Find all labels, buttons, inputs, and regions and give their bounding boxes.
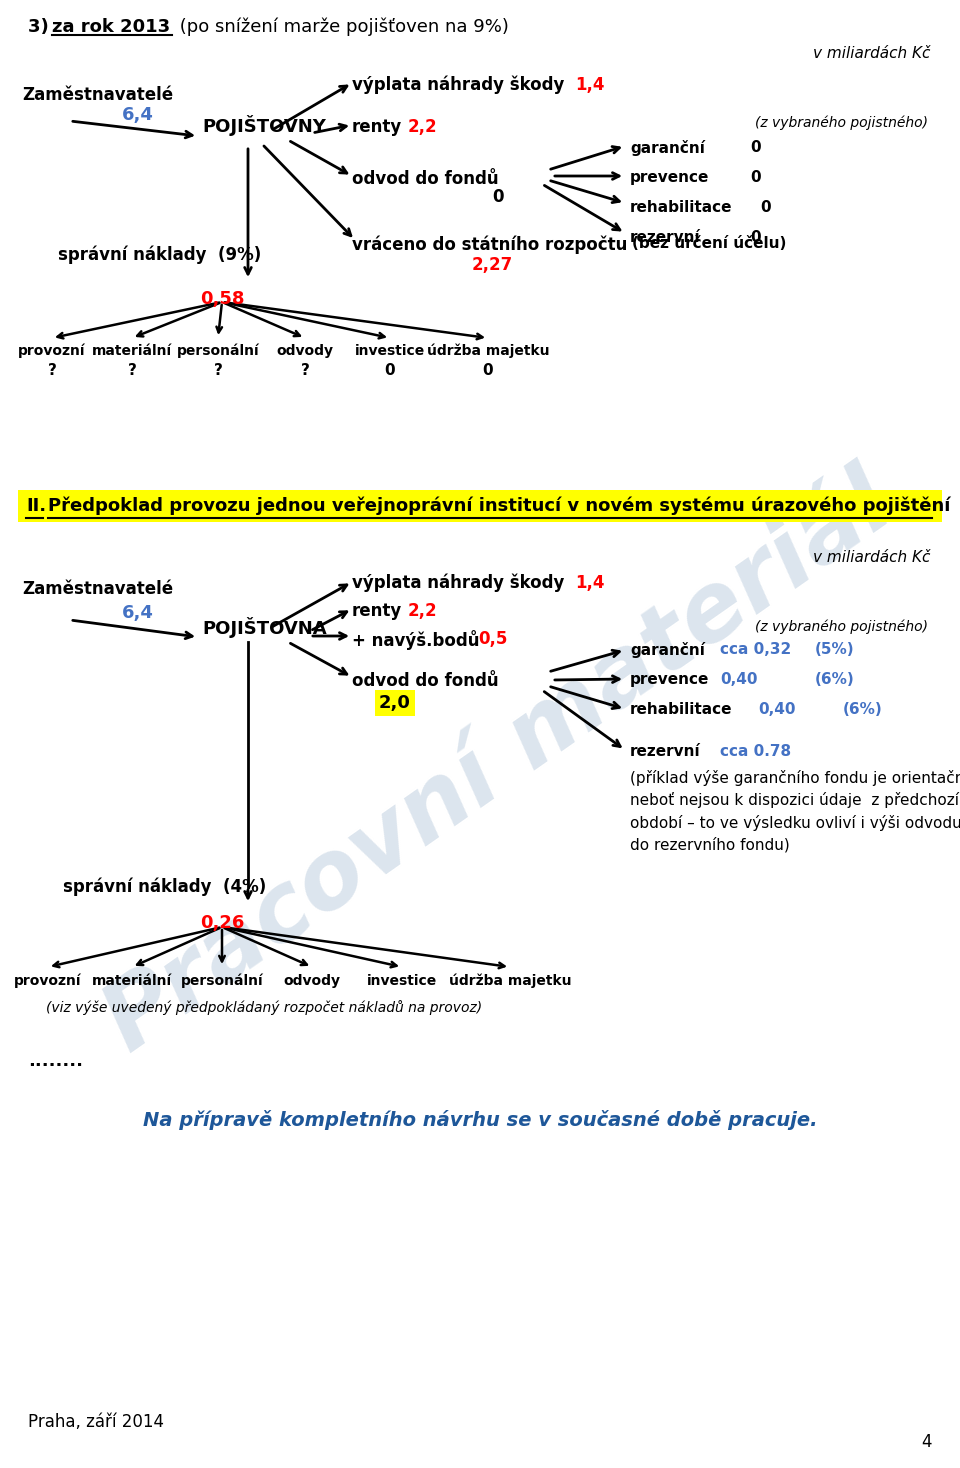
Text: 0: 0	[483, 363, 493, 377]
Text: správní náklady  (4%): správní náklady (4%)	[63, 876, 267, 895]
Text: cca 0,32: cca 0,32	[720, 642, 791, 658]
Text: odvody: odvody	[276, 344, 333, 358]
Text: v miliardách Kč: v miliardách Kč	[812, 550, 930, 565]
Text: 0,40: 0,40	[720, 672, 757, 687]
Text: prevence: prevence	[630, 170, 709, 185]
Text: 0,40: 0,40	[758, 702, 796, 716]
Text: 4: 4	[922, 1433, 932, 1450]
Text: 6,4: 6,4	[122, 106, 154, 123]
Text: (5%): (5%)	[815, 642, 854, 658]
Text: (6%): (6%)	[843, 702, 883, 716]
Text: (viz výše uvedený předpokládaný rozpočet nákladů na provoz): (viz výše uvedený předpokládaný rozpočet…	[46, 1000, 482, 1014]
Text: 0: 0	[760, 200, 771, 214]
Text: investice: investice	[355, 344, 425, 358]
Text: garanční: garanční	[630, 139, 705, 156]
Text: (z vybraného pojistného): (z vybraného pojistného)	[755, 116, 928, 131]
Text: rezervní: rezervní	[630, 230, 701, 245]
Text: v miliardách Kč: v miliardách Kč	[812, 46, 930, 62]
Text: 0: 0	[385, 363, 396, 377]
Text: 0,5: 0,5	[478, 630, 508, 647]
Text: garanční: garanční	[630, 642, 705, 658]
Text: údržba majetku: údržba majetku	[427, 344, 549, 358]
Text: 0: 0	[750, 139, 760, 156]
Text: 0,58: 0,58	[200, 291, 244, 308]
FancyBboxPatch shape	[18, 490, 942, 523]
Text: Zaměstnavatelé: Zaměstnavatelé	[22, 87, 173, 104]
Text: POJIŠTOVNA: POJIŠTOVNA	[202, 618, 326, 639]
Text: ?: ?	[48, 363, 57, 377]
Text: rehabilitace: rehabilitace	[630, 200, 732, 214]
Text: údržba majetku: údržba majetku	[448, 973, 571, 988]
Text: odvody: odvody	[283, 973, 341, 988]
Text: investice: investice	[367, 973, 437, 988]
Text: ?: ?	[213, 363, 223, 377]
Text: za rok 2013: za rok 2013	[52, 18, 170, 37]
Text: provozní: provozní	[18, 344, 85, 358]
Text: 6,4: 6,4	[122, 603, 154, 622]
Text: 0,26: 0,26	[200, 915, 244, 932]
Text: 2,0: 2,0	[379, 694, 411, 712]
Text: personální: personální	[180, 973, 263, 988]
Text: rehabilitace: rehabilitace	[630, 702, 732, 716]
Text: 2,2: 2,2	[408, 602, 438, 619]
Text: provozní: provozní	[14, 973, 82, 988]
Text: II.: II.	[26, 498, 46, 515]
Text: renty: renty	[352, 602, 402, 619]
Text: 0: 0	[750, 170, 760, 185]
Text: (příklad výše garančního fondu je orientační,
neboť nejsou k dispozici údaje  z : (příklad výše garančního fondu je orient…	[630, 771, 960, 853]
Text: 1,4: 1,4	[575, 76, 605, 94]
Text: materiální: materiální	[92, 973, 172, 988]
Text: ........: ........	[28, 1053, 83, 1070]
Text: 0: 0	[492, 188, 504, 206]
Text: (po snížení marže pojišťoven na 9%): (po snížení marže pojišťoven na 9%)	[174, 18, 509, 37]
Text: (z vybraného pojistného): (z vybraného pojistného)	[755, 619, 928, 634]
Text: Praha, září 2014: Praha, září 2014	[28, 1414, 164, 1431]
Text: POJIŠTOVNY: POJIŠTOVNY	[202, 116, 325, 137]
Text: ?: ?	[128, 363, 136, 377]
Text: výplata náhrady škody: výplata náhrady škody	[352, 76, 564, 94]
Text: prevence: prevence	[630, 672, 709, 687]
Text: vráceno do státního rozpočtu: vráceno do státního rozpočtu	[352, 236, 628, 254]
Text: cca 0.78: cca 0.78	[720, 744, 791, 759]
Text: 2,27: 2,27	[471, 255, 513, 275]
Text: Na přípravě kompletního návrhu se v současné době pracuje.: Na přípravě kompletního návrhu se v souč…	[143, 1110, 817, 1130]
Text: 3): 3)	[28, 18, 55, 37]
Text: personální: personální	[177, 344, 259, 358]
Text: rezervní: rezervní	[630, 744, 701, 759]
Text: (bez určení účelu): (bez určení účelu)	[632, 236, 786, 251]
Text: správní náklady  (9%): správní náklady (9%)	[59, 247, 262, 264]
Text: Zaměstnavatelé: Zaměstnavatelé	[22, 580, 173, 597]
Text: + navýš.bodů: + navýš.bodů	[352, 630, 479, 650]
Text: materiální: materiální	[92, 344, 172, 358]
Text: renty: renty	[352, 117, 402, 137]
Text: 1,4: 1,4	[575, 574, 605, 592]
Text: odvod do fondů: odvod do fondů	[352, 672, 498, 690]
Text: Předpoklad provozu jednou veřejnoprávní institucí v novém systému úrazového poji: Předpoklad provozu jednou veřejnoprávní …	[48, 496, 950, 515]
Text: ?: ?	[300, 363, 309, 377]
Text: 0: 0	[750, 230, 760, 245]
Text: 2,2: 2,2	[408, 117, 438, 137]
Text: výplata náhrady škody: výplata náhrady škody	[352, 574, 564, 593]
Text: odvod do fondů: odvod do fondů	[352, 170, 498, 188]
Text: (6%): (6%)	[815, 672, 854, 687]
Text: Pracovní materiál: Pracovní materiál	[88, 457, 910, 1070]
